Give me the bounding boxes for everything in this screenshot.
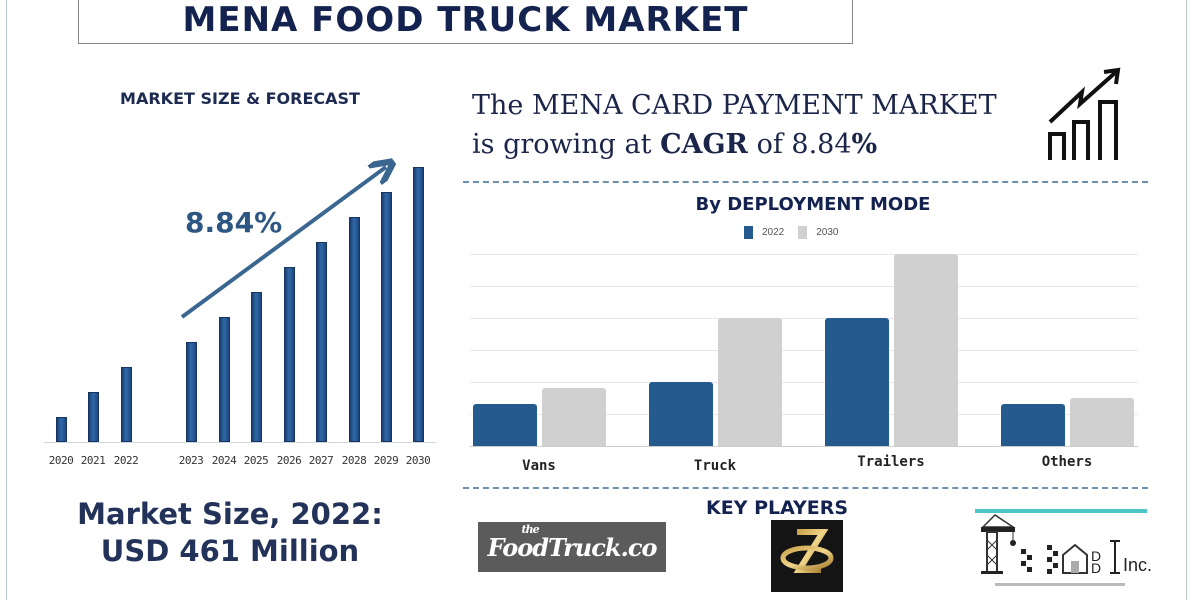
- foodtruck-logo-the: the: [521, 522, 540, 536]
- foodtruck-co-logo: the FoodTruck.co: [478, 522, 666, 572]
- forecast-bar: [316, 242, 327, 442]
- zl-logo: [771, 520, 843, 592]
- forecast-bar: [381, 192, 392, 442]
- legend-label: 2022: [762, 227, 785, 238]
- bar-others-2030: [1070, 398, 1134, 446]
- forecast-bar: [219, 317, 230, 442]
- year-label: 2020: [48, 454, 74, 467]
- svg-text:D: D: [1091, 548, 1101, 564]
- forecast-bar: [56, 417, 67, 442]
- zl-emblem-icon: [780, 529, 834, 579]
- growth-prefix: is growing at: [472, 129, 661, 160]
- bar-others-2022: [1001, 404, 1065, 446]
- market-size-label: Market Size, 2022:: [77, 497, 383, 531]
- category-label: Truck: [693, 458, 737, 474]
- year-label: 2022: [113, 454, 139, 467]
- section-divider: [463, 181, 1148, 183]
- gridline: [470, 414, 1138, 415]
- category-label: Trailers: [857, 454, 925, 470]
- year-label: 2027: [308, 454, 334, 467]
- bar-truck-2030: [718, 318, 782, 446]
- bar-vans-2022: [473, 404, 537, 446]
- legend-item-2030: 2030: [798, 226, 839, 239]
- bar-truck-2022: [649, 382, 713, 446]
- frame-border-left: [6, 0, 7, 600]
- gridline: [470, 254, 1138, 255]
- bar-trailers-2022: [825, 318, 889, 446]
- year-label: 2030: [405, 454, 431, 467]
- deployment-mode-chart: Vans Truck Trailers Others: [470, 250, 1138, 474]
- forecast-bar: [349, 217, 360, 442]
- gridline: [470, 382, 1138, 383]
- forecast-bar: [251, 292, 262, 442]
- tmdd-logo-graphic: D D: [975, 509, 1147, 586]
- bar-trailers-2030: [894, 254, 958, 446]
- growth-statement: The MENA CARD PAYMENT MARKET is growing …: [472, 86, 997, 164]
- legend-swatch-grey: [798, 226, 808, 239]
- bar-vans-2030: [542, 388, 606, 446]
- foodtruck-logo-text: the FoodTruck.co: [487, 523, 658, 562]
- legend-item-2022: 2022: [744, 226, 784, 239]
- category-label: Others: [1041, 454, 1093, 470]
- tmdd-inc-text: Inc.: [1123, 555, 1153, 575]
- forecast-bar: [413, 167, 424, 442]
- growth-line-2: is growing at CAGR of 8.84%: [472, 125, 997, 164]
- chart-baseline: [44, 442, 436, 443]
- year-label: 2025: [243, 454, 269, 467]
- cagr-annotation: 8.84%: [185, 206, 283, 239]
- title-banner: MENA FOOD TRUCK MARKET: [78, 0, 853, 44]
- growth-rate: of 8.84: [748, 129, 852, 160]
- year-label: 2021: [80, 454, 106, 467]
- market-size-value: USD 461 Million: [100, 534, 360, 568]
- year-label: 2028: [341, 454, 367, 467]
- year-label: 2024: [211, 454, 237, 467]
- growth-line-1: The MENA CARD PAYMENT MARKET: [472, 90, 997, 121]
- gridline: [470, 286, 1138, 287]
- year-label: 2029: [373, 454, 399, 467]
- category-label: Vans: [522, 458, 556, 474]
- gridline: [470, 446, 1138, 447]
- frame-border-right: [1186, 0, 1187, 600]
- year-label: 2026: [276, 454, 302, 467]
- market-size-summary: Market Size, 2022: USD 461 Million: [0, 496, 460, 570]
- page-title: MENA FOOD TRUCK MARKET: [182, 0, 749, 40]
- tmdd-inc-logo: D D Inc.: [975, 505, 1153, 590]
- deployment-chart-title: By DEPLOYMENT MODE: [695, 194, 931, 215]
- market-forecast-chart: 8.84% 2020 2021 2022 2023 2024 2025 2026 2027 20…: [40, 150, 440, 480]
- growth-arrow-icon: [180, 150, 440, 319]
- gridline: [470, 318, 1138, 319]
- legend-label: 2030: [816, 227, 839, 238]
- section-divider: [463, 487, 1148, 489]
- forecast-bar: [186, 342, 197, 442]
- foodtruck-logo-main: FoodTruck.co: [487, 532, 658, 562]
- forecast-bar: [121, 367, 132, 442]
- cagr-bold: CAGR: [660, 129, 748, 160]
- forecast-bar: [284, 267, 295, 442]
- growth-chart-icon: [1048, 67, 1121, 160]
- gridline: [470, 350, 1138, 351]
- key-players-heading: KEY PLAYERS: [706, 497, 849, 519]
- year-label: 2023: [178, 454, 204, 467]
- legend-swatch-blue: [744, 226, 753, 239]
- percent-sign: %: [851, 129, 878, 160]
- market-size-heading: MARKET SIZE & FORECAST: [120, 89, 360, 108]
- chart-legend: 2022 2030: [744, 226, 839, 239]
- svg-text:D: D: [1091, 560, 1101, 576]
- forecast-bar: [88, 392, 99, 442]
